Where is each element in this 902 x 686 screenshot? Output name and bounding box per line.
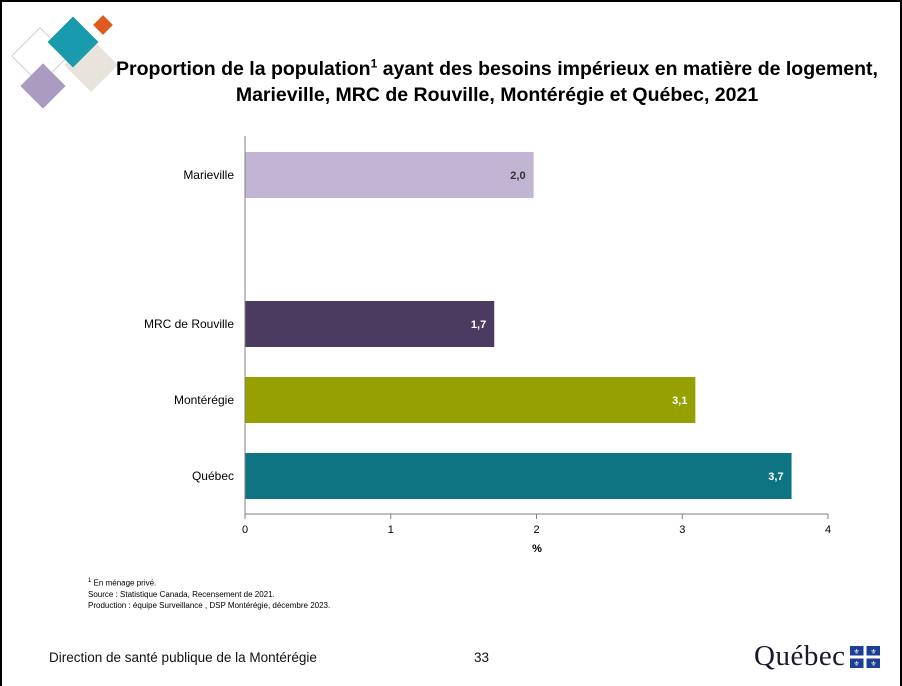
production-note: Production : équipe Surveillance , DSP M… xyxy=(88,600,331,610)
category-label-quebec: Québec xyxy=(192,469,234,483)
bar-monteregie xyxy=(245,377,696,423)
svg-text:⚜: ⚜ xyxy=(853,660,859,668)
x-tick-label: 4 xyxy=(825,524,831,536)
bar-marieville xyxy=(245,152,534,198)
footer-organization: Direction de santé publique de la Montér… xyxy=(49,650,317,665)
x-tick-label: 3 xyxy=(679,524,685,536)
footnote-marker: 1 xyxy=(88,578,92,584)
bar-chart: Marieville 2,0 MRC de Rouville 1,7 Montérégi… xyxy=(144,136,831,555)
category-label-marieville: Marieville xyxy=(183,168,234,182)
value-label-monteregie: 3,1 xyxy=(672,395,687,407)
x-tick-label: 0 xyxy=(242,524,248,536)
value-label-marieville: 2,0 xyxy=(510,170,525,182)
chart-title: Proportion de la population1 ayant des b… xyxy=(97,56,897,108)
source-note: Source : Statistique Canada, Recensement… xyxy=(88,589,275,599)
category-label-monteregie: Montérégie xyxy=(174,393,234,407)
svg-text:⚜: ⚜ xyxy=(870,648,876,656)
quebec-logo: Québec ⚜ ⚜ ⚜ ⚜ xyxy=(754,640,880,673)
title-superscript: 1 xyxy=(370,56,378,71)
bar-quebec xyxy=(245,453,792,499)
x-axis-title: % xyxy=(532,543,542,555)
svg-text:⚜: ⚜ xyxy=(853,648,859,656)
footnote-text: En ménage privé. xyxy=(91,578,157,588)
category-label-mrc-de-rouville: MRC de Rouville xyxy=(144,317,234,331)
footnotes: 1 En ménage privé. Source : Statistique … xyxy=(88,576,330,611)
value-label-mrc-de-rouville: 1,7 xyxy=(471,319,486,331)
svg-text:⚜: ⚜ xyxy=(870,660,876,668)
title-main: Proportion de la population xyxy=(116,58,371,80)
brand-text: Québec xyxy=(754,640,846,672)
page-number: 33 xyxy=(474,650,490,665)
title-line2: Marieville, MRC de Rouville, Montérégie … xyxy=(235,84,759,106)
value-label-quebec: 3,7 xyxy=(768,471,783,483)
quebec-flag-icon: ⚜ ⚜ ⚜ ⚜ xyxy=(849,645,880,668)
diamond-logo-icon xyxy=(12,15,118,109)
title-rest: ayant des besoins impérieux en matière d… xyxy=(377,58,878,80)
x-tick-label: 2 xyxy=(533,524,539,536)
bar-mrc-de-rouville xyxy=(245,301,495,347)
x-tick-label: 1 xyxy=(388,524,394,536)
